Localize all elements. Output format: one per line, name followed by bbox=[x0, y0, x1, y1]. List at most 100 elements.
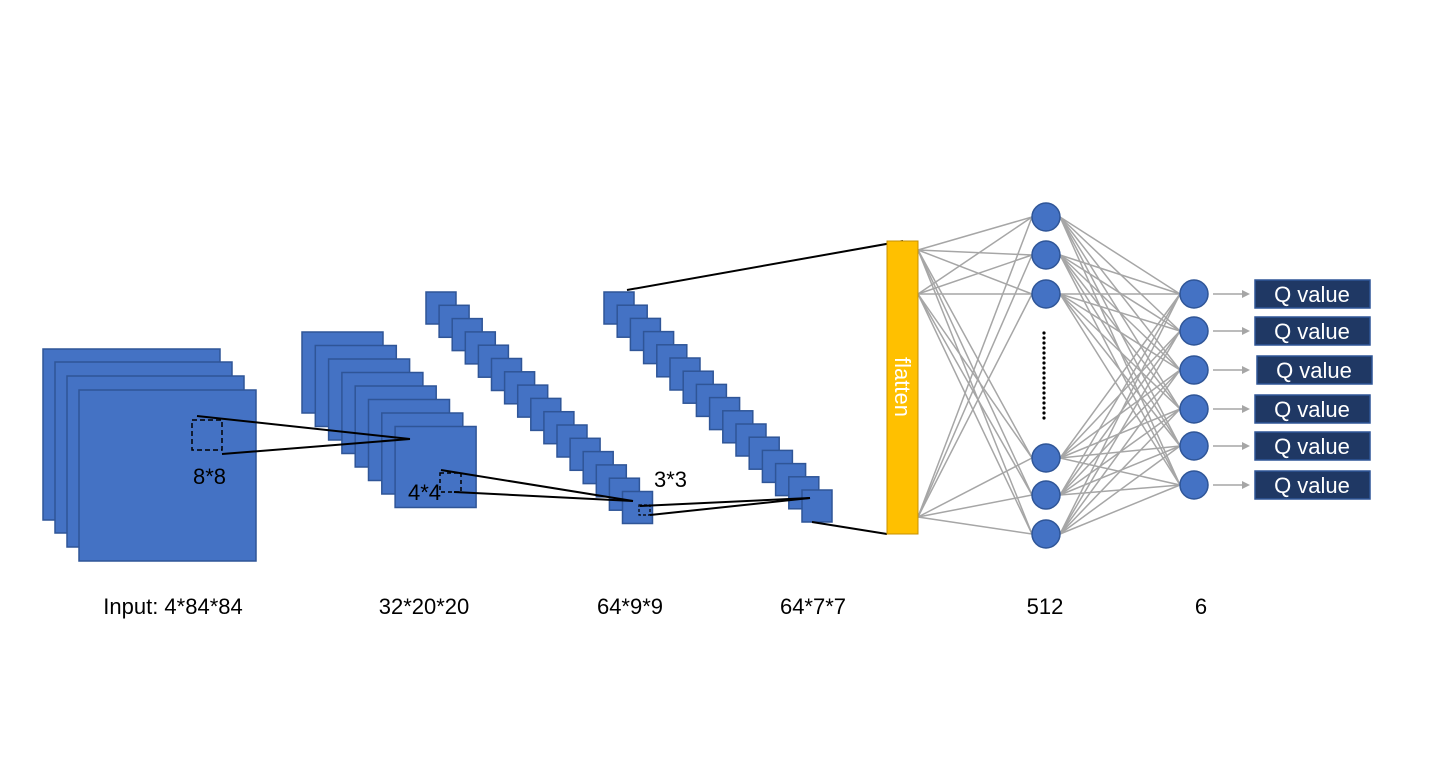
kernel-label-8x8: 8*8 bbox=[193, 464, 226, 489]
output-node bbox=[1179, 394, 1209, 424]
projection-line bbox=[196, 415, 411, 440]
output-node bbox=[1179, 355, 1209, 385]
connection-line bbox=[1059, 254, 1181, 295]
arrow-head bbox=[1242, 290, 1250, 298]
connection-line bbox=[1059, 445, 1181, 535]
connection-line bbox=[1059, 293, 1181, 496]
layer-label-conv1: 32*20*20 bbox=[379, 594, 470, 619]
conv2-feature-maps bbox=[425, 291, 654, 525]
ellipsis-dot bbox=[1042, 396, 1046, 400]
connection-line bbox=[917, 216, 1033, 251]
output-nodes bbox=[1179, 279, 1209, 500]
input-feature-maps bbox=[42, 348, 257, 562]
fc-nodes bbox=[1031, 202, 1061, 549]
connection-line bbox=[917, 254, 1033, 295]
connection-line bbox=[1059, 484, 1181, 535]
conv1-feature-maps bbox=[301, 331, 477, 509]
ellipsis-dot bbox=[1042, 391, 1046, 395]
q-value-box bbox=[1254, 431, 1371, 461]
ellipsis-dot bbox=[1042, 381, 1046, 385]
connection-line bbox=[917, 249, 1033, 496]
ellipsis-dot bbox=[1042, 341, 1046, 345]
connection-line bbox=[1059, 293, 1181, 535]
q-value-boxes: Q value Q value Q value Q value Q value Q val… bbox=[1254, 279, 1373, 500]
connection-line bbox=[917, 293, 1033, 518]
projection-line bbox=[811, 521, 888, 535]
connection-line bbox=[1059, 293, 1181, 410]
q-value-box bbox=[1254, 279, 1371, 309]
projection-line bbox=[649, 497, 811, 516]
flatten-label: flatten bbox=[890, 357, 915, 417]
connection-line bbox=[917, 254, 1033, 518]
kernel-window-8x8 bbox=[191, 419, 223, 451]
q-value-label: Q value bbox=[1274, 434, 1350, 459]
connection-line bbox=[1059, 293, 1181, 486]
q-value-label: Q value bbox=[1274, 397, 1350, 422]
ellipsis-dot bbox=[1042, 361, 1046, 365]
layer-label-fc: 512 bbox=[1027, 594, 1064, 619]
flatten-bar bbox=[886, 240, 919, 535]
connection-line bbox=[1059, 293, 1181, 332]
projection-lines bbox=[196, 240, 904, 535]
q-value-label: Q value bbox=[1274, 473, 1350, 498]
connection-line bbox=[917, 293, 1033, 496]
connection-line bbox=[1059, 330, 1181, 535]
layer-label-conv2: 64*9*9 bbox=[597, 594, 663, 619]
connection-line bbox=[917, 516, 1033, 535]
ellipsis-dot bbox=[1042, 366, 1046, 370]
ellipsis-dot bbox=[1042, 416, 1046, 420]
arrow-head bbox=[1242, 327, 1250, 335]
arrow-head bbox=[1242, 481, 1250, 489]
ellipsis-dot bbox=[1042, 406, 1046, 410]
fc-node bbox=[1031, 240, 1061, 270]
connection-line bbox=[917, 249, 1033, 256]
connection-line bbox=[917, 249, 1033, 535]
ellipsis-dot bbox=[1042, 351, 1046, 355]
connection-line bbox=[917, 293, 1033, 459]
connection-line bbox=[917, 494, 1033, 518]
kernel-label-3x3: 3*3 bbox=[654, 467, 687, 492]
connection-line bbox=[1059, 293, 1181, 371]
ellipsis-dot bbox=[1042, 346, 1046, 350]
q-value-box bbox=[1254, 316, 1371, 346]
fc-node bbox=[1031, 202, 1061, 232]
projection-line bbox=[639, 497, 811, 507]
connection-line bbox=[1059, 293, 1181, 459]
layer-label-input: Input: 4*84*84 bbox=[103, 594, 242, 619]
arrow-head bbox=[1242, 405, 1250, 413]
connection-line bbox=[1059, 254, 1181, 332]
fc-node bbox=[1031, 480, 1061, 510]
output-arrows bbox=[1213, 290, 1250, 489]
fc-node bbox=[1031, 279, 1061, 309]
ellipsis-dot bbox=[1042, 376, 1046, 380]
output-node bbox=[1179, 470, 1209, 500]
feature-map bbox=[621, 490, 654, 525]
q-value-box bbox=[1254, 394, 1371, 424]
projection-line bbox=[221, 438, 411, 455]
connection-line bbox=[917, 216, 1033, 295]
layer-label-conv3: 64*7*7 bbox=[780, 594, 846, 619]
feature-map bbox=[801, 489, 833, 523]
kernel-window-4x4 bbox=[439, 472, 462, 493]
q-value-label: Q value bbox=[1274, 282, 1350, 307]
layer-label-output: 6 bbox=[1195, 594, 1207, 619]
arrow-head bbox=[1242, 366, 1250, 374]
ellipsis-dot bbox=[1042, 331, 1046, 335]
connection-line bbox=[1059, 293, 1181, 447]
dense-connections bbox=[917, 216, 1181, 535]
arrow-head bbox=[1242, 442, 1250, 450]
connection-line bbox=[1059, 408, 1181, 535]
q-value-box bbox=[1256, 355, 1373, 385]
ellipsis-dot bbox=[1042, 401, 1046, 405]
ellipsis-dot bbox=[1042, 411, 1046, 415]
kernel-label-4x4: 4*4 bbox=[408, 480, 441, 505]
output-node bbox=[1179, 431, 1209, 461]
ellipsis-dot bbox=[1042, 371, 1046, 375]
q-value-box bbox=[1254, 470, 1371, 500]
output-node bbox=[1179, 316, 1209, 346]
ellipsis-dot bbox=[1042, 356, 1046, 360]
projection-line bbox=[453, 491, 634, 502]
connection-line bbox=[917, 293, 1033, 535]
output-node bbox=[1179, 279, 1209, 309]
